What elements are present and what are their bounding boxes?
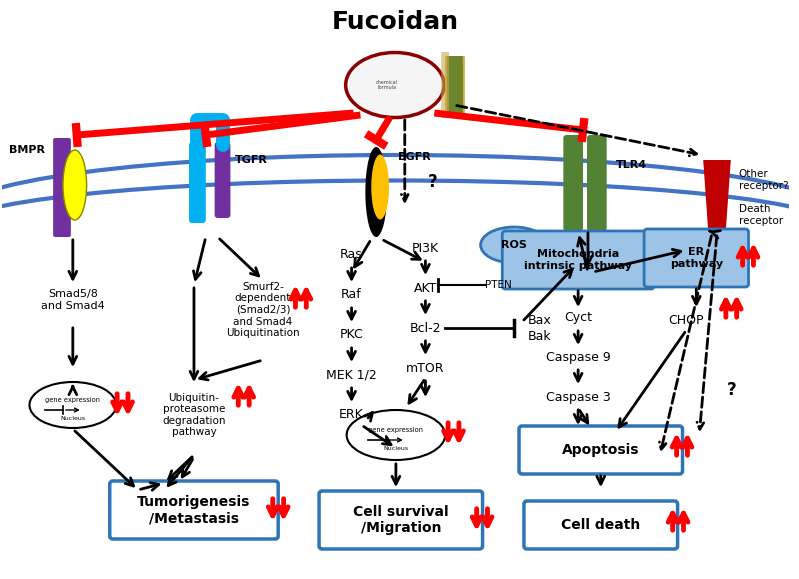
Text: PI3K: PI3K xyxy=(411,241,439,255)
Text: Nucleus: Nucleus xyxy=(60,416,85,422)
Text: gene expression: gene expression xyxy=(46,397,101,403)
Text: ?: ? xyxy=(727,381,737,399)
Ellipse shape xyxy=(372,155,389,219)
Text: chemical
formula: chemical formula xyxy=(376,79,398,90)
Text: Cell survival
/Migration: Cell survival /Migration xyxy=(353,505,448,535)
Text: Cell death: Cell death xyxy=(561,518,640,532)
Text: EGFR: EGFR xyxy=(398,152,431,162)
Text: ERK: ERK xyxy=(340,409,364,422)
Ellipse shape xyxy=(346,53,444,118)
Text: Caspase 9: Caspase 9 xyxy=(546,350,610,364)
Ellipse shape xyxy=(481,227,547,263)
Text: PKC: PKC xyxy=(340,328,364,342)
FancyBboxPatch shape xyxy=(189,142,206,223)
Text: Smurf2-
dependent
(Smad2/3)
and Smad4
Ubiquitination: Smurf2- dependent (Smad2/3) and Smad4 Ub… xyxy=(226,282,300,338)
Text: Apoptosis: Apoptosis xyxy=(562,443,639,457)
Text: ROS: ROS xyxy=(501,240,527,250)
Text: Fucoidan: Fucoidan xyxy=(332,10,459,34)
Text: Other
receptor?: Other receptor? xyxy=(738,169,789,191)
FancyBboxPatch shape xyxy=(319,491,483,549)
FancyBboxPatch shape xyxy=(587,135,606,231)
FancyBboxPatch shape xyxy=(215,142,230,218)
Ellipse shape xyxy=(365,147,387,237)
Text: Nucleus: Nucleus xyxy=(384,446,408,452)
Text: ?: ? xyxy=(427,173,437,191)
FancyBboxPatch shape xyxy=(503,231,654,289)
Text: mTOR: mTOR xyxy=(406,361,445,375)
FancyBboxPatch shape xyxy=(447,56,463,114)
Text: MEK 1/2: MEK 1/2 xyxy=(326,368,377,382)
Text: Tumorigenesis
/Metastasis: Tumorigenesis /Metastasis xyxy=(137,495,251,525)
Text: AKT: AKT xyxy=(414,281,437,295)
FancyBboxPatch shape xyxy=(441,52,449,118)
Text: CHOP: CHOP xyxy=(669,313,704,327)
FancyBboxPatch shape xyxy=(519,426,682,474)
Text: PTEN: PTEN xyxy=(484,280,511,290)
Text: Ras: Ras xyxy=(340,248,363,262)
Text: TLR4: TLR4 xyxy=(615,160,646,170)
Text: Smad5/8
and Smad4: Smad5/8 and Smad4 xyxy=(41,289,105,311)
Text: Caspase 3: Caspase 3 xyxy=(546,390,610,404)
Text: gene expression: gene expression xyxy=(368,427,423,433)
Text: BMPR: BMPR xyxy=(10,145,46,155)
Polygon shape xyxy=(703,160,731,230)
FancyBboxPatch shape xyxy=(109,481,278,539)
Text: Bcl-2: Bcl-2 xyxy=(410,321,441,335)
Text: Mitochondria
intrinsic pathway: Mitochondria intrinsic pathway xyxy=(524,249,632,271)
Text: Raf: Raf xyxy=(341,288,362,302)
FancyBboxPatch shape xyxy=(644,229,749,287)
Text: Cyct: Cyct xyxy=(564,312,592,324)
Text: TGFR: TGFR xyxy=(236,155,268,165)
FancyBboxPatch shape xyxy=(53,138,71,237)
FancyBboxPatch shape xyxy=(524,501,678,549)
Text: Bak: Bak xyxy=(528,329,551,343)
Text: Death
receptor: Death receptor xyxy=(738,204,783,226)
Text: Ubiquitin-
proteasome
degradation
pathway: Ubiquitin- proteasome degradation pathwa… xyxy=(162,393,226,437)
Text: ER
pathway: ER pathway xyxy=(670,247,723,269)
FancyBboxPatch shape xyxy=(563,135,583,231)
Ellipse shape xyxy=(63,150,86,220)
Text: Bax: Bax xyxy=(528,313,551,327)
FancyBboxPatch shape xyxy=(445,56,465,114)
